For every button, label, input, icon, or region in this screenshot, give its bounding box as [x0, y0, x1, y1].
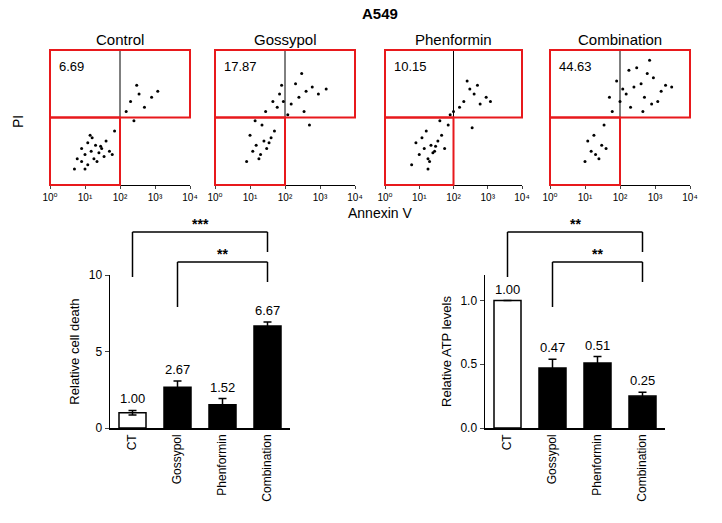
svg-text:10.15: 10.15 [394, 59, 427, 74]
svg-text:10²: 10² [113, 192, 128, 203]
svg-text:10³: 10³ [481, 192, 496, 203]
svg-text:1.52: 1.52 [210, 380, 235, 395]
svg-text:0.0: 0.0 [460, 421, 477, 435]
svg-text:Gossypol: Gossypol [254, 31, 317, 48]
svg-text:10¹: 10¹ [578, 192, 593, 203]
svg-text:CT: CT [125, 434, 139, 451]
svg-text:0: 0 [95, 421, 102, 435]
svg-text:10²: 10² [446, 192, 461, 203]
svg-text:Relative cell death: Relative cell death [67, 298, 82, 404]
svg-text:Relative ATP levels: Relative ATP levels [439, 296, 454, 407]
svg-text:CT: CT [500, 434, 514, 451]
svg-text:10⁰: 10⁰ [207, 192, 222, 203]
svg-text:Phenformin: Phenformin [215, 434, 229, 495]
svg-text:10⁰: 10⁰ [377, 192, 392, 203]
svg-text:***: *** [192, 216, 209, 232]
svg-text:10¹: 10¹ [243, 192, 258, 203]
svg-text:44.63: 44.63 [559, 59, 592, 74]
svg-text:10¹: 10¹ [78, 192, 93, 203]
svg-text:10⁴: 10⁴ [514, 192, 529, 203]
svg-text:0.25: 0.25 [630, 373, 655, 388]
svg-text:**: ** [570, 216, 581, 232]
svg-text:PI: PI [10, 115, 26, 128]
svg-text:10³: 10³ [313, 192, 328, 203]
svg-text:**: ** [592, 246, 603, 262]
svg-text:6.67: 6.67 [255, 303, 280, 318]
svg-text:0.5: 0.5 [460, 357, 477, 371]
svg-text:0.47: 0.47 [540, 340, 565, 355]
svg-text:17.87: 17.87 [224, 59, 257, 74]
svg-text:10⁰: 10⁰ [42, 192, 57, 203]
svg-text:1.00: 1.00 [495, 282, 520, 297]
svg-text:10²: 10² [278, 192, 293, 203]
svg-text:Combination: Combination [578, 31, 662, 48]
svg-text:10⁴: 10⁴ [347, 192, 362, 203]
svg-text:0.51: 0.51 [585, 338, 610, 353]
svg-text:2.67: 2.67 [165, 362, 190, 377]
svg-text:5: 5 [95, 345, 102, 359]
svg-text:Combination: Combination [635, 434, 649, 501]
svg-text:**: ** [217, 246, 228, 262]
svg-text:10⁴: 10⁴ [182, 192, 197, 203]
svg-text:6.69: 6.69 [59, 59, 84, 74]
svg-text:Gossypol: Gossypol [545, 434, 559, 484]
svg-text:A549: A549 [362, 5, 398, 22]
svg-text:1.0: 1.0 [460, 294, 477, 308]
svg-text:Control: Control [96, 31, 144, 48]
svg-text:10⁴: 10⁴ [682, 192, 697, 203]
svg-text:10⁰: 10⁰ [542, 192, 557, 203]
svg-text:10³: 10³ [148, 192, 163, 203]
svg-text:Phenformin: Phenformin [590, 434, 604, 495]
svg-text:Annexin V: Annexin V [348, 205, 412, 221]
svg-text:10³: 10³ [648, 192, 663, 203]
svg-text:10²: 10² [613, 192, 628, 203]
svg-text:1.00: 1.00 [120, 391, 145, 406]
svg-text:Gossypol: Gossypol [170, 434, 184, 484]
svg-text:10: 10 [89, 268, 103, 282]
svg-text:Phenformin: Phenformin [415, 31, 492, 48]
svg-text:Combination: Combination [260, 434, 274, 501]
svg-text:10¹: 10¹ [412, 192, 427, 203]
